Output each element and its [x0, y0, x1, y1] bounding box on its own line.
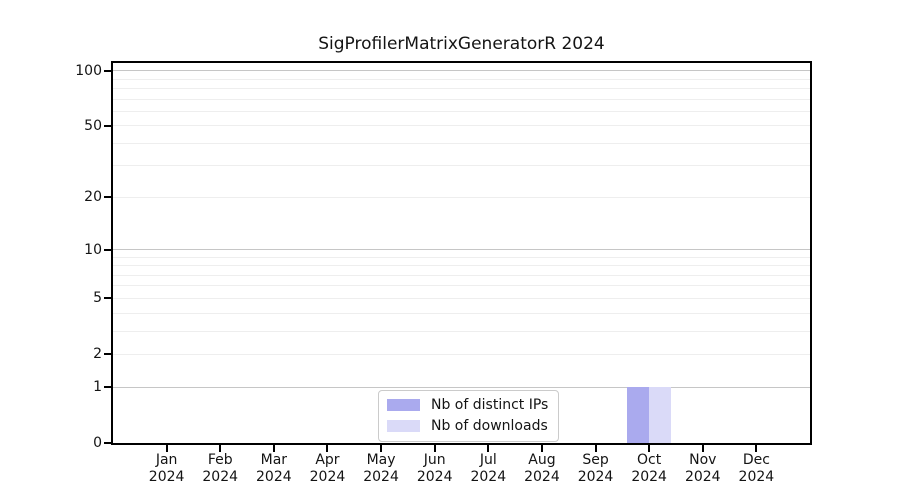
x-tick-year: 2024 [363, 468, 399, 485]
minor-gridline [113, 165, 810, 167]
x-tick-year: 2024 [416, 468, 453, 485]
x-tick-label: Nov 2024 [673, 452, 733, 485]
x-tick-month: Aug [528, 452, 556, 468]
x-tick [380, 445, 383, 452]
x-tick [326, 445, 329, 452]
x-tick [701, 445, 704, 452]
x-tick-year: 2024 [148, 468, 185, 485]
legend-swatch [387, 399, 420, 411]
minor-gridline [113, 256, 810, 258]
y-tick [104, 442, 111, 444]
x-tick [648, 445, 651, 452]
legend: Nb of distinct IPs Nb of downloads [378, 390, 560, 442]
minor-gridline [113, 297, 810, 299]
x-tick-year: 2024 [256, 468, 292, 485]
minor-gridline [113, 265, 810, 267]
x-tick-label: Jul 2024 [458, 452, 518, 485]
major-gridline [113, 386, 810, 388]
x-tick-label: Apr 2024 [297, 452, 357, 485]
legend-label: Nb of distinct IPs [431, 397, 549, 413]
x-tick-label: Sep 2024 [566, 452, 626, 485]
x-tick [540, 445, 543, 452]
minor-gridline [113, 142, 810, 144]
y-tick-label: 50 [84, 117, 102, 134]
x-tick-month: Mar [260, 452, 288, 468]
x-tick-label: Jan 2024 [137, 452, 197, 485]
x-tick-month: Jul [479, 452, 497, 468]
x-tick [433, 445, 436, 452]
y-tick-label: 2 [93, 346, 102, 363]
minor-gridline [113, 98, 810, 100]
x-tick-month: Dec [742, 452, 770, 468]
x-tick [755, 445, 758, 452]
x-tick [165, 445, 168, 452]
x-tick-year: 2024 [577, 468, 614, 485]
x-tick-label: Jun 2024 [405, 452, 465, 485]
x-tick-year: 2024 [631, 468, 667, 485]
plot-area [111, 61, 812, 445]
x-tick-year: 2024 [524, 468, 560, 485]
legend-swatch [387, 420, 420, 432]
legend-item: Nb of downloads [387, 418, 548, 434]
major-gridline [113, 70, 810, 72]
x-tick-month: May [366, 452, 396, 468]
minor-gridline [113, 353, 810, 355]
y-tick-label: 20 [84, 189, 102, 206]
bar-downloads-oct [649, 387, 671, 443]
minor-gridline [113, 312, 810, 314]
x-tick-label: Mar 2024 [244, 452, 304, 485]
minor-gridline [113, 330, 810, 332]
y-tick [104, 297, 111, 300]
y-tick-label: 1 [93, 379, 102, 396]
x-tick [219, 445, 222, 452]
bar-distinct-ips-oct [627, 387, 650, 443]
x-tick-month: Apr [315, 452, 340, 468]
x-tick-label: Aug 2024 [512, 452, 572, 485]
x-tick [594, 445, 597, 452]
x-tick-month: Nov [689, 452, 717, 468]
x-tick-month: Sep [582, 452, 609, 468]
minor-gridline [113, 78, 810, 80]
y-tick [104, 69, 111, 72]
minor-gridline [113, 274, 810, 276]
minor-gridline [113, 285, 810, 287]
y-tick-label: 5 [93, 290, 102, 307]
major-gridline [113, 249, 810, 251]
x-tick-year: 2024 [470, 468, 507, 485]
y-tick-label: 10 [84, 241, 102, 258]
x-tick-month: Jun [423, 452, 446, 468]
y-tick [104, 196, 111, 199]
y-tick [104, 124, 111, 127]
x-tick-label: May 2024 [351, 452, 411, 485]
x-tick-year: 2024 [684, 468, 721, 485]
x-tick-label: Oct 2024 [619, 452, 679, 485]
x-tick [272, 445, 275, 452]
x-tick-year: 2024 [202, 468, 239, 485]
y-tick [104, 248, 111, 251]
x-tick-label: Feb 2024 [190, 452, 250, 485]
x-tick-year: 2024 [309, 468, 346, 485]
chart-title: SigProfilerMatrixGeneratorR 2024 [318, 34, 605, 54]
minor-gridline [113, 110, 810, 112]
x-tick-month: Oct [637, 452, 662, 468]
minor-gridline [113, 87, 810, 89]
legend-label: Nb of downloads [431, 418, 548, 434]
minor-gridline [113, 125, 810, 127]
y-tick-label: 0 [93, 435, 102, 451]
y-tick-label: 100 [75, 62, 102, 79]
x-tick-month: Feb [207, 452, 233, 468]
x-tick-month: Jan [155, 452, 178, 468]
legend-item: Nb of distinct IPs [387, 397, 548, 413]
y-tick [104, 353, 111, 356]
minor-gridline [113, 196, 810, 198]
x-tick [487, 445, 490, 452]
x-tick-year: 2024 [738, 468, 775, 485]
x-tick-label: Dec 2024 [726, 452, 786, 485]
y-tick [104, 386, 111, 389]
